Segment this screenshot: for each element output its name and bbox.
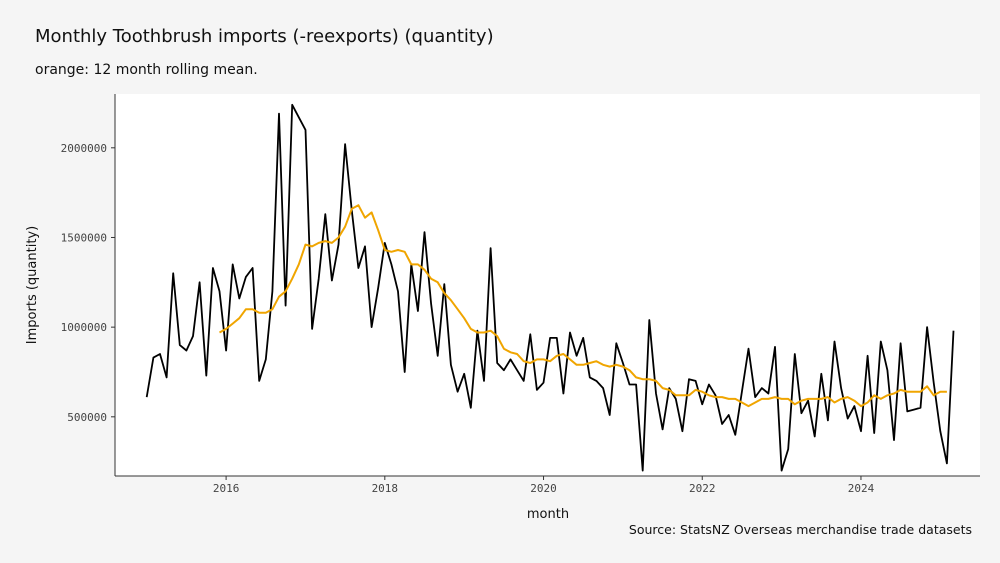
y-tick-label: 1000000 bbox=[61, 321, 107, 334]
x-tick-label: 2022 bbox=[689, 482, 716, 495]
y-ticks: 500000 1000000 1500000 2000000 bbox=[61, 142, 115, 424]
x-tick-label: 2018 bbox=[372, 482, 399, 495]
rolling-mean-line bbox=[219, 204, 947, 408]
chart-title: Monthly Toothbrush imports (-reexports) … bbox=[35, 26, 494, 47]
chart-subtitle: orange: 12 month rolling mean. bbox=[35, 62, 258, 78]
x-axis-title: month bbox=[527, 507, 569, 522]
x-tick-label: 2016 bbox=[213, 482, 240, 495]
y-axis-title: Imports (quantity) bbox=[25, 226, 40, 344]
plot-panel bbox=[115, 94, 980, 476]
y-tick-label: 500000 bbox=[67, 411, 107, 424]
y-tick-label: 1500000 bbox=[61, 231, 107, 244]
series-layer bbox=[145, 103, 955, 472]
source-caption: Source: StatsNZ Overseas merchandise tra… bbox=[628, 522, 972, 537]
y-tick-label: 2000000 bbox=[61, 142, 107, 155]
x-ticks: 2016 2018 2020 2022 2024 bbox=[213, 476, 875, 495]
x-tick-label: 2020 bbox=[530, 482, 557, 495]
x-tick-label: 2024 bbox=[848, 482, 875, 495]
monthly-imports-line bbox=[145, 103, 955, 472]
